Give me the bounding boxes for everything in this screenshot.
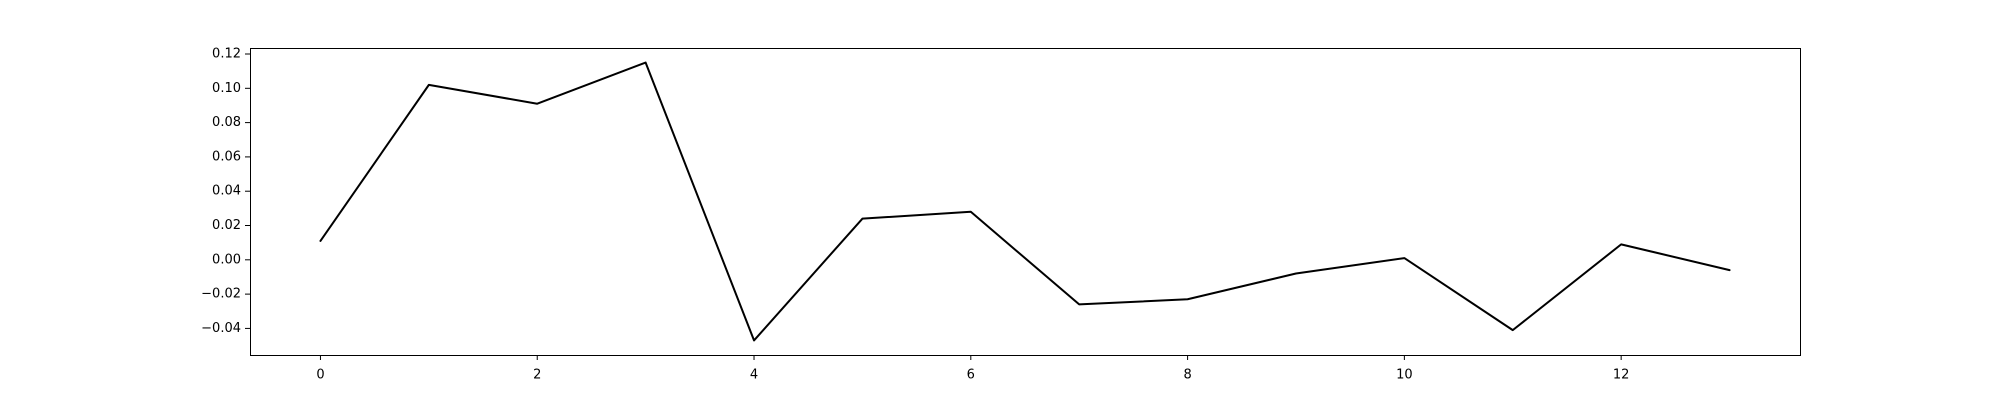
y-tick-label: 0.12 [212, 47, 241, 62]
x-tick-label: 10 [1396, 368, 1413, 383]
y-tick-label: 0.04 [212, 184, 241, 199]
x-tick-label: 12 [1613, 368, 1630, 383]
y-axis: −0.04 −0.02 0.00 0.02 0.04 0.06 0.08 0.10 0.12 [201, 47, 250, 336]
x-axis: 0 2 4 6 8 10 12 [316, 355, 1629, 383]
x-tick-label: 2 [533, 368, 541, 383]
y-tick-label: 0.06 [212, 149, 241, 164]
x-tick-label: 8 [1183, 368, 1191, 383]
series-line [319, 61, 1731, 342]
y-tick-label: −0.02 [201, 287, 241, 302]
y-tick-label: 0.10 [212, 81, 241, 96]
y-tick-label: 0.02 [212, 218, 241, 233]
axes-frame [250, 48, 1801, 356]
y-tick-label: 0.08 [212, 115, 241, 130]
y-tick-label: −0.04 [201, 321, 241, 336]
y-tick-label: 0.00 [212, 252, 241, 267]
x-tick-label: 0 [316, 368, 324, 383]
x-tick-label: 4 [750, 368, 758, 383]
x-tick-label: 6 [967, 368, 975, 383]
plot-area [319, 61, 1731, 342]
